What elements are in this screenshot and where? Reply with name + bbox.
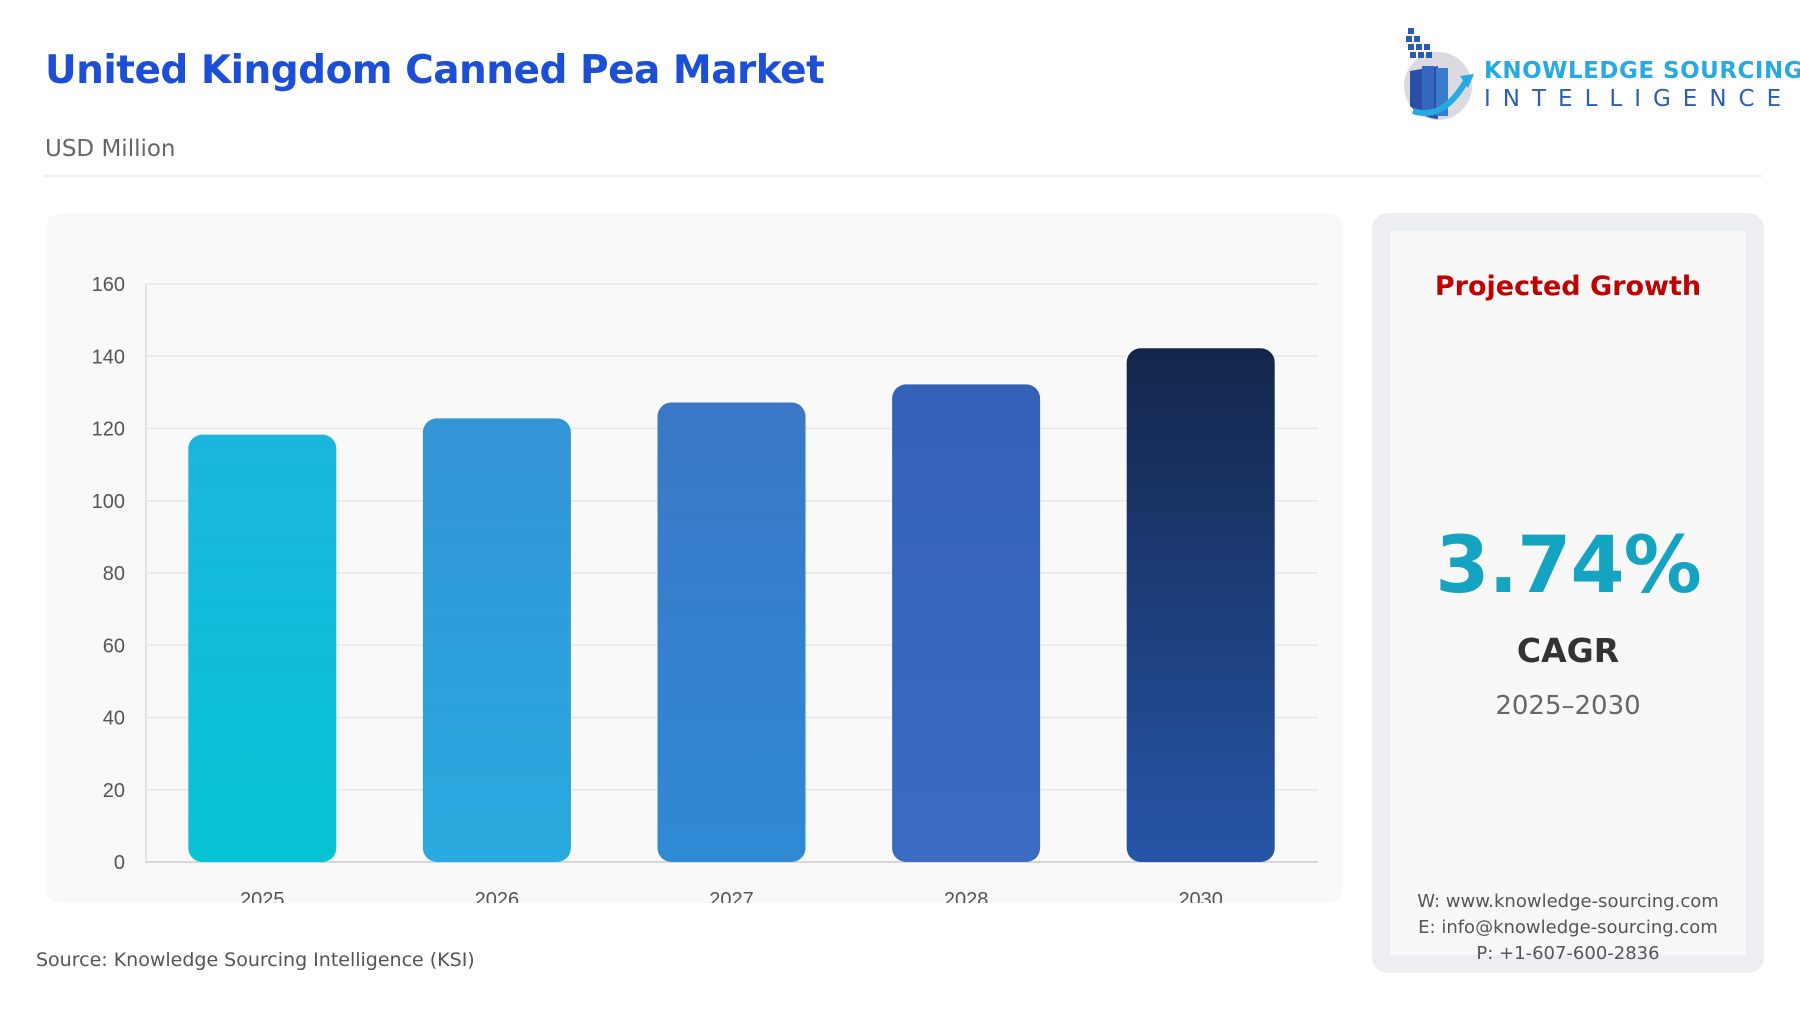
y-tick-label: 20 (103, 780, 125, 802)
bar-2026 (422, 418, 571, 862)
bar-chart: 0 20 40 60 80 100 120 140 160 2025 2026 2027 2028 203… (92, 274, 1318, 903)
contact-email: E: info@knowledge-sourcing.com (1418, 917, 1718, 938)
y-tick-label: 160 (92, 274, 125, 296)
company-logo: KNOWLEDGE SOURCING INTELLIGENCE (1398, 26, 1800, 121)
growth-card: Projected Growth 3.74% CAGR 2025–2030 W:… (1372, 213, 1764, 973)
x-tick-label: 2028 (944, 889, 989, 903)
contact-website: W: www.knowledge-sourcing.com (1417, 891, 1719, 912)
y-tick-label: 140 (92, 346, 125, 368)
divider (45, 175, 1762, 177)
unit-subtitle: USD Million (45, 136, 176, 162)
logo-text-line2: INTELLIGENCE (1484, 86, 1794, 112)
x-tick-label: 2027 (709, 889, 754, 903)
bar-2028 (892, 384, 1041, 862)
contact-phone: P: +1-607-600-2836 (1476, 943, 1660, 964)
bar-2025 (188, 434, 337, 862)
y-tick-label: 40 (103, 708, 125, 730)
logo-icon (1404, 28, 1474, 120)
card-heading: Projected Growth (1434, 271, 1702, 302)
y-tick-label: 120 (92, 419, 125, 441)
x-tick-label: 2025 (240, 889, 285, 903)
y-tick-label: 0 (114, 852, 125, 874)
page-title: United Kingdom Canned Pea Market (45, 48, 825, 93)
bar-2030 (1126, 348, 1275, 862)
cagr-label: CAGR (1516, 631, 1620, 670)
y-tick-label: 80 (103, 563, 125, 585)
logo-text-line1: KNOWLEDGE SOURCING (1484, 58, 1800, 84)
cagr-value: 3.74% (1435, 521, 1702, 611)
chart-panel: 0 20 40 60 80 100 120 140 160 2025 2026 2027 2028 203… (46, 213, 1342, 903)
source-note: Source: Knowledge Sourcing Intelligence … (36, 949, 475, 971)
bar-2027 (657, 402, 806, 862)
cagr-period: 2025–2030 (1495, 691, 1641, 721)
y-tick-label: 60 (103, 635, 125, 657)
y-tick-label: 100 (92, 491, 125, 513)
x-tick-label: 2030 (1178, 889, 1223, 903)
x-tick-label: 2026 (475, 889, 520, 903)
